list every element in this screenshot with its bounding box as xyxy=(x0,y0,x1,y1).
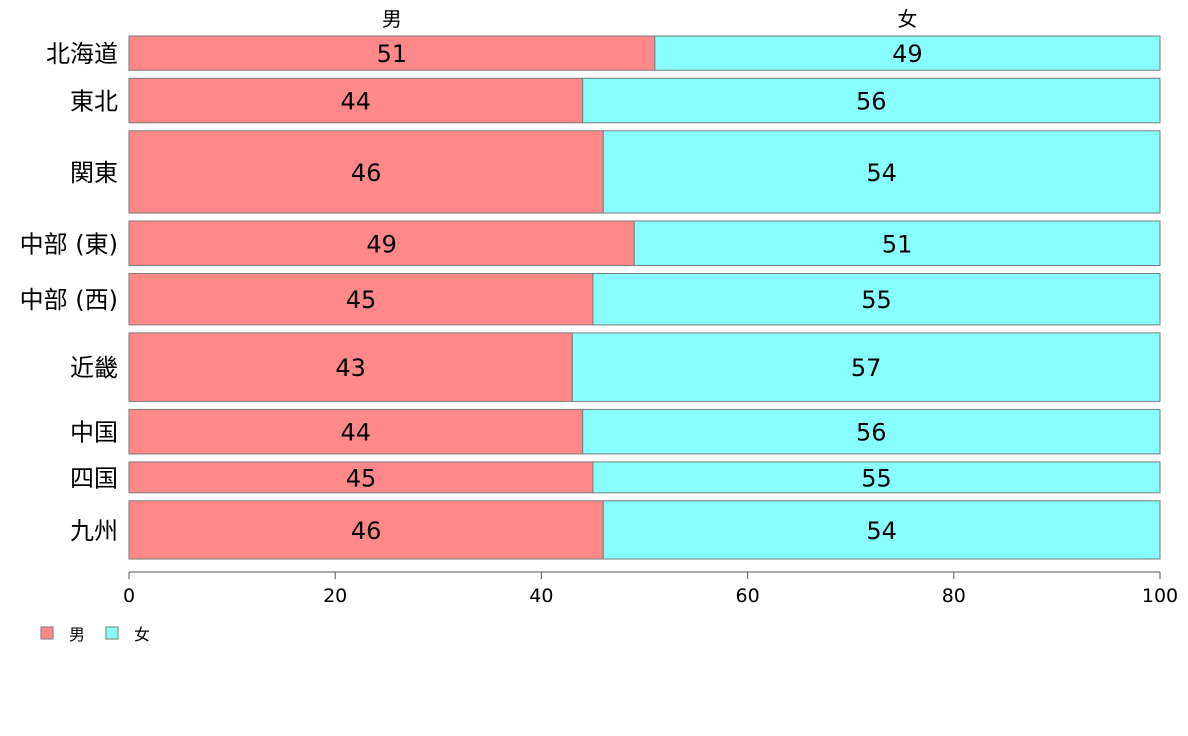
bar-segment-male xyxy=(128,77,584,124)
bar-value-label: 54 xyxy=(866,517,897,545)
bar-segment-female xyxy=(633,220,1161,267)
bar-value-label: 55 xyxy=(861,286,892,314)
bar-value-label: 56 xyxy=(856,88,887,116)
bar-segment-male xyxy=(128,273,594,326)
bar-value-label: 45 xyxy=(346,464,377,492)
category-label: 四国 xyxy=(70,464,118,492)
bar-value-label: 49 xyxy=(366,230,397,258)
category-label: 近畿 xyxy=(70,354,118,382)
category-label: 九州 xyxy=(70,517,118,545)
legend-swatch xyxy=(40,626,54,640)
bar-value-label: 43 xyxy=(335,354,366,382)
bar-segment-male xyxy=(128,220,635,267)
category-label: 関東 xyxy=(70,159,118,187)
bar-value-label: 45 xyxy=(346,286,377,314)
x-tick-label: 60 xyxy=(736,585,760,607)
bar-value-label: 46 xyxy=(351,517,382,545)
bar-segment-male xyxy=(128,408,584,455)
x-tick-label: 40 xyxy=(529,585,553,607)
bar-segment-female xyxy=(602,130,1161,214)
bar-segment-male xyxy=(128,500,604,560)
bar-segment-female xyxy=(582,408,1161,455)
legend-label: 男 xyxy=(69,625,85,644)
bar-value-label: 46 xyxy=(351,159,382,187)
legend-label: 女 xyxy=(134,625,150,644)
bar-segment-female xyxy=(582,77,1161,124)
bar-segment-female xyxy=(571,332,1161,402)
x-tick-label: 20 xyxy=(323,585,347,607)
x-tick-label: 0 xyxy=(123,585,135,607)
bar-value-label: 56 xyxy=(856,419,887,447)
bar-value-label: 49 xyxy=(892,40,923,68)
x-tick-label: 100 xyxy=(1142,585,1178,607)
category-label: 中国 xyxy=(70,419,118,447)
column-header: 女 xyxy=(897,7,917,31)
bar-segment-male xyxy=(128,130,604,214)
bar-segment-female xyxy=(654,35,1161,71)
bar-value-label: 51 xyxy=(882,230,913,258)
bar-value-label: 55 xyxy=(861,464,892,492)
column-header: 男 xyxy=(382,7,402,31)
bar-segment-male xyxy=(128,35,656,71)
bar-value-label: 44 xyxy=(341,419,372,447)
category-label: 中部 (東) xyxy=(20,230,118,258)
legend-swatch xyxy=(105,626,119,640)
bar-value-label: 54 xyxy=(866,159,897,187)
bar-value-label: 57 xyxy=(851,354,882,382)
bar-value-label: 51 xyxy=(377,40,408,68)
bar-value-label: 44 xyxy=(341,88,372,116)
category-label: 中部 (西) xyxy=(20,286,118,314)
bar-segment-female xyxy=(592,273,1161,326)
category-label: 東北 xyxy=(70,88,118,116)
bar-segment-female xyxy=(602,500,1161,560)
category-label: 北海道 xyxy=(46,40,118,68)
bar-segment-female xyxy=(592,461,1161,494)
x-tick-label: 80 xyxy=(942,585,966,607)
